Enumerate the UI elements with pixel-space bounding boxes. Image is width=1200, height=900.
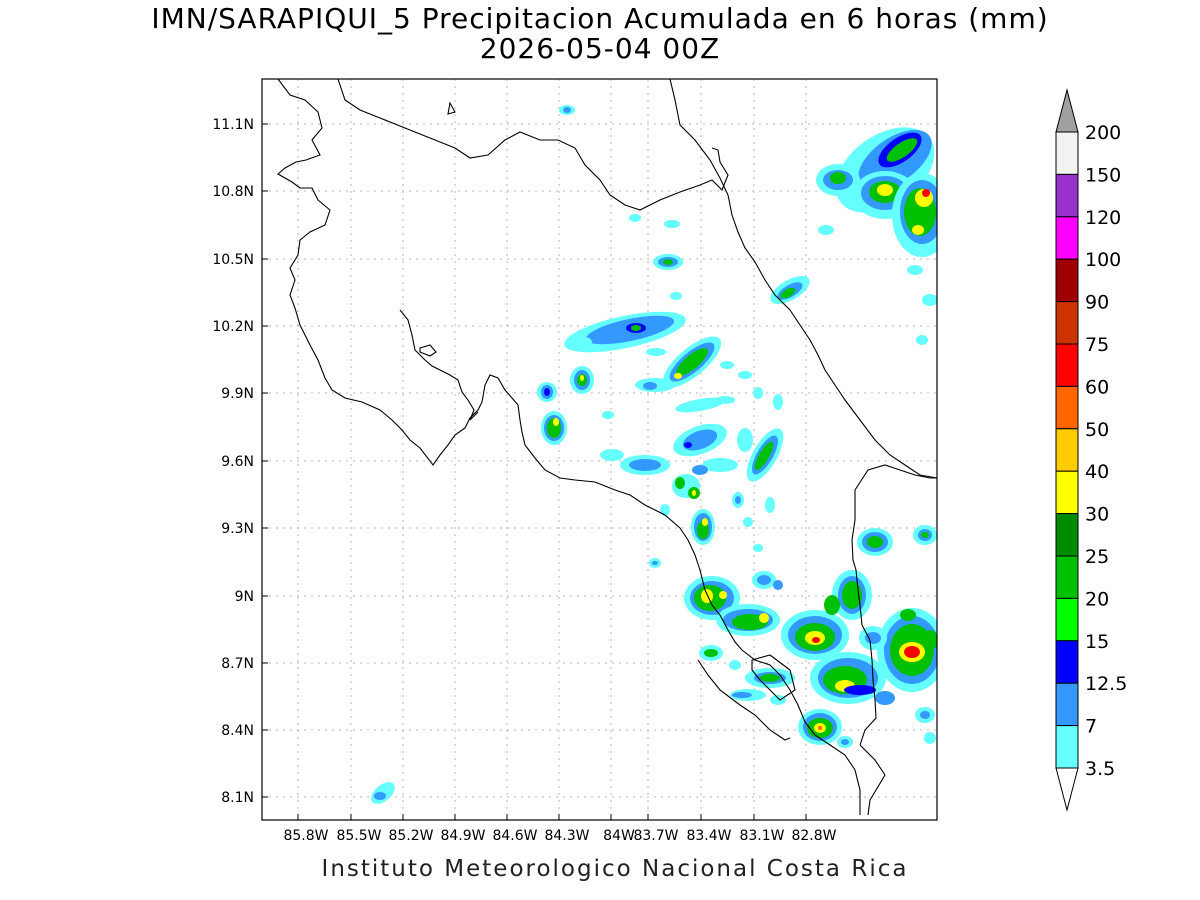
legend-label: 15 [1085,631,1109,653]
legend-swatch [1055,513,1079,557]
rain-cell [832,570,872,620]
lat-tick-label: 8.4N [221,723,254,739]
legend-swatch [1055,343,1079,387]
rain-cell [877,608,937,692]
coastlines-and-borders [277,79,937,816]
lat-tick-label: 10.2N [212,319,254,335]
legend-label: 7 [1085,716,1097,738]
rain-cell [620,455,670,475]
rain-cell [810,652,886,704]
lon-tick-label: 84W [603,828,635,844]
rain-cell [541,411,567,445]
legend-label: 20 [1085,588,1109,610]
map-frame [261,78,938,821]
legend-swatch [1055,385,1079,430]
rain-cell [564,311,686,353]
legend-label: 100 [1085,249,1121,271]
legend-label: 60 [1085,376,1109,398]
legend-under-triangle [1055,767,1079,812]
legend-label: 40 [1085,461,1109,483]
rain-cell [662,336,722,388]
rain-cell [913,525,937,545]
legend-label: 75 [1085,334,1109,356]
lon-tick-label: 85.2W [388,828,433,844]
rain-cell [745,668,795,688]
legend-swatch [1055,597,1079,642]
lon-tick-label: 82.8W [791,828,836,844]
legend-swatch [1055,725,1079,769]
lat-tick-label: 9.3N [221,521,254,537]
rain-cell [537,382,557,402]
legend-swatch [1055,682,1079,727]
rain-cell [770,276,810,304]
rain-cell [752,571,776,589]
legend-swatch [1055,470,1079,515]
lon-tick-label: 83.1W [739,828,784,844]
legend-swatch [1055,301,1079,345]
rain-cell [570,366,594,394]
legend-label: 120 [1085,207,1121,229]
lon-tick-label: 84.6W [492,828,537,844]
lon-tick-label: 85.5W [336,828,381,844]
rain-cell [892,173,937,257]
rain-cell [857,528,893,556]
lon-tick-label: 85.8W [283,828,328,844]
rain-cell [673,423,727,457]
legend-label: 12.5 [1085,673,1127,695]
legend-label: 150 [1085,164,1121,186]
axis-ticks: 11.1N 10.8N 10.5N 10.2N 9.9N 9.6N 9.3N 9N 8.7N 8.… [212,117,836,844]
legend-label: 90 [1085,292,1109,314]
lat-tick-label: 9N [235,589,254,605]
lon-tick-label: 84.3W [544,828,589,844]
lat-tick-label: 8.7N [221,656,254,672]
map-subtitle-datetime: 2026-05-04 00Z [479,32,721,65]
legend-label: 30 [1085,504,1109,526]
legend-swatch [1055,131,1079,175]
rain-cell [746,428,784,482]
footer-credit: Instituto Meteorologico Nacional Costa R… [321,856,909,882]
legend-over-triangle [1055,88,1079,133]
legend-label: 50 [1085,419,1109,441]
map-title: IMN/SARAPIQUI_5 Precipitacion Acumulada … [151,2,1049,35]
rain-cell [816,164,860,196]
lat-tick-label: 10.8N [212,184,254,200]
lat-tick-label: 11.1N [212,117,254,133]
rain-cell [781,610,849,660]
rain-cell [371,782,395,804]
legend-swatch [1055,216,1079,260]
legend-label: 200 [1085,122,1121,144]
legend-swatch [1055,428,1079,472]
legend-label: 25 [1085,546,1109,568]
color-legend: 200 150 120 100 90 75 60 50 40 30 25 20 15 12.5 7 3.5 [1055,88,1127,812]
rain-cell [691,509,715,545]
lon-tick-label: 84.9W [440,828,485,844]
lon-tick-label: 83.4W [686,828,731,844]
legend-label: 3.5 [1085,758,1115,780]
legend-swatch [1055,173,1079,218]
lat-tick-label: 9.6N [221,454,254,470]
rain-cell [798,709,842,745]
rain-cell [716,604,780,636]
lat-tick-label: 8.1N [221,790,254,806]
lon-tick-label: 83.7W [633,828,678,844]
legend-swatch [1055,258,1079,303]
lat-tick-label: 10.5N [212,252,254,268]
legend-swatch [1055,555,1079,599]
rain-cell [672,474,700,499]
precipitation-field [371,105,937,804]
rain-cell [653,254,683,270]
lat-tick-label: 9.9N [221,386,254,402]
legend-swatch [1055,640,1079,684]
